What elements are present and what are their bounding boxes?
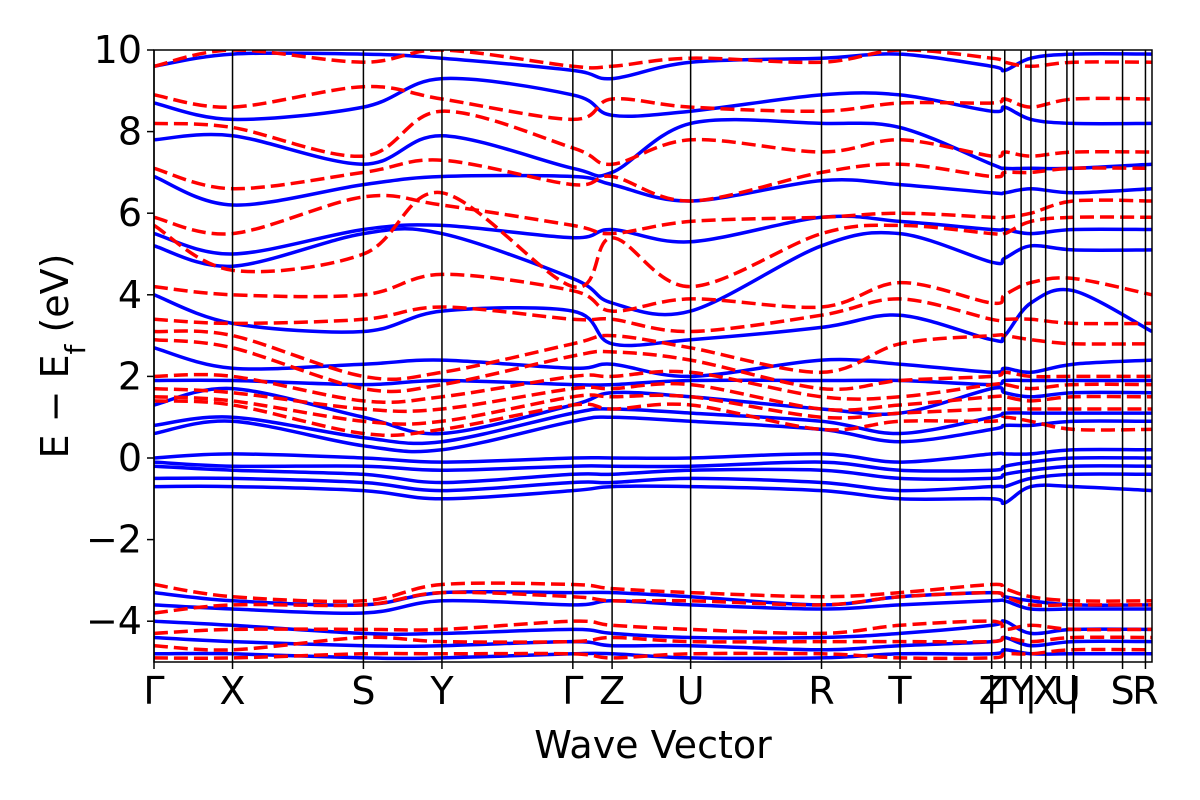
plot-frame — [153, 49, 1153, 663]
band-line-1-4 — [154, 193, 1152, 236]
y-tick-label-6: 8 — [118, 110, 142, 154]
band-line-1-6 — [154, 272, 1152, 313]
x-axis-label: Wave Vector — [534, 723, 772, 767]
x-axis-ticks: Γ X S Y Γ Z U R T Z|TY|XU| SR — [143, 662, 1159, 714]
y-tick-label-2: 0 — [118, 436, 142, 480]
x-tick-label-0: Γ — [143, 669, 164, 713]
x-tick-label-4: Γ — [562, 669, 583, 713]
x-tick-label-18: R — [1132, 669, 1158, 713]
x-tick-label-12: Y — [1009, 669, 1034, 713]
x-tick-label-2: S — [351, 669, 375, 713]
x-tick-label-16: | — [1067, 669, 1080, 714]
y-axis-label-main: E − E — [33, 354, 77, 458]
band-line-1-2 — [154, 109, 1152, 167]
x-tick-label-9: Z — [979, 669, 1005, 713]
y-axis-label-subscript: f — [59, 343, 92, 354]
band-line-1-8 — [154, 329, 1152, 382]
x-tick-label-17: S — [1110, 669, 1134, 713]
y-axis-label-unit: (eV) — [33, 254, 77, 345]
x-tick-label-5: Z — [599, 669, 625, 713]
y-tick-label-5: 6 — [118, 191, 142, 235]
y-tick-label-4: 4 — [118, 273, 142, 317]
x-tick-label-10: | — [985, 669, 998, 714]
x-tick-label-3: Y — [429, 669, 454, 713]
x-tick-label-11: T — [992, 669, 1017, 713]
band-line-0-3 — [154, 173, 1152, 207]
band-line-0-12 — [154, 447, 1152, 464]
band-line-1-9 — [154, 337, 1152, 394]
x-tick-label-13: | — [1025, 669, 1038, 714]
x-tick-label-7: R — [808, 669, 834, 713]
band-line-1-17 — [154, 635, 1152, 652]
y-tick-label-1: −2 — [86, 518, 142, 562]
y-axis-ticks: −4 −2 0 2 4 6 8 10 — [86, 28, 154, 643]
y-axis-label: E − Ef (eV) — [33, 254, 92, 459]
y-tick-label-0: −4 — [86, 599, 142, 643]
x-tick-label-1: X — [220, 669, 246, 713]
x-tick-label-15: U — [1053, 669, 1081, 713]
y-tick-label-7: 10 — [94, 28, 142, 72]
x-tick-label-14: X — [1033, 669, 1059, 713]
series-layer — [154, 50, 1152, 661]
y-tick-label-3: 2 — [118, 354, 142, 398]
x-tick-label-6: U — [677, 669, 705, 713]
x-tick-label-8: T — [887, 669, 912, 713]
